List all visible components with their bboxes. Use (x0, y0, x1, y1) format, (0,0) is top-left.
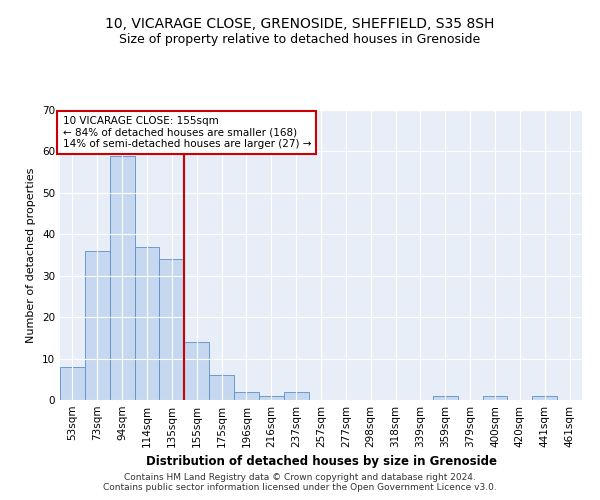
Bar (160, 259, 184, 400)
Bar (85, 251, 110, 400)
Bar (134, 246, 160, 400)
Bar (482, 396, 508, 400)
Text: 10, VICARAGE CLOSE, GRENOSIDE, SHEFFIELD, S35 8SH: 10, VICARAGE CLOSE, GRENOSIDE, SHEFFIELD… (106, 18, 494, 32)
Text: Contains HM Land Registry data © Crown copyright and database right 2024.
Contai: Contains HM Land Registry data © Crown c… (103, 473, 497, 492)
Bar (209, 375, 234, 400)
X-axis label: Distribution of detached houses by size in Grenoside: Distribution of detached houses by size … (146, 456, 497, 468)
Y-axis label: Number of detached properties: Number of detached properties (26, 168, 37, 342)
Bar (60, 367, 85, 400)
Bar (284, 392, 308, 400)
Bar (234, 392, 259, 400)
Bar (184, 342, 209, 400)
Text: Size of property relative to detached houses in Grenoside: Size of property relative to detached ho… (119, 32, 481, 46)
Bar (532, 396, 557, 400)
Bar (259, 396, 284, 400)
Text: 10 VICARAGE CLOSE: 155sqm
← 84% of detached houses are smaller (168)
14% of semi: 10 VICARAGE CLOSE: 155sqm ← 84% of detac… (62, 116, 311, 149)
Bar (110, 156, 134, 400)
Bar (433, 396, 458, 400)
